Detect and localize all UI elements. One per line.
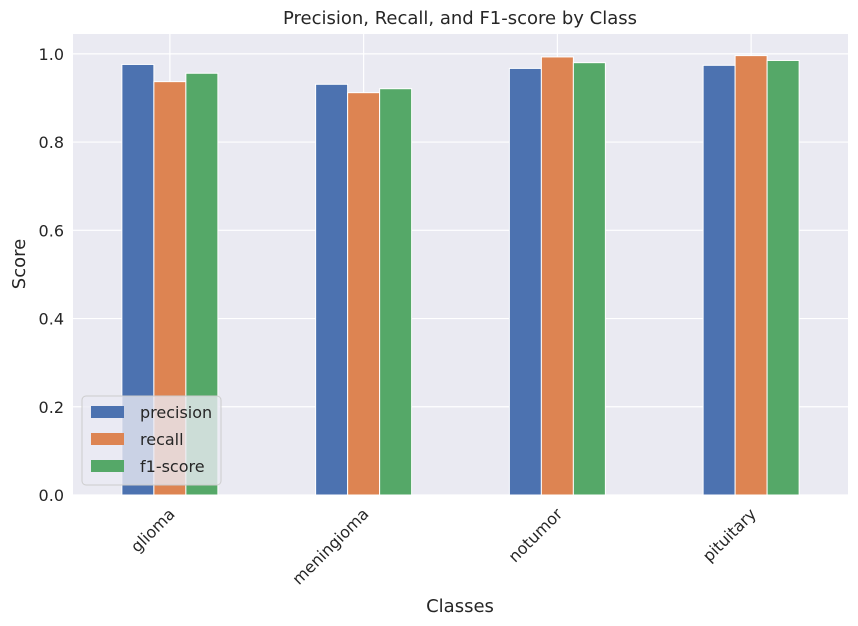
bar-precision-meningioma — [315, 83, 349, 496]
legend-swatch-recall — [91, 433, 124, 445]
bar-recall-pituitary — [734, 55, 768, 496]
y-tick-label: 1.0 — [39, 45, 64, 64]
bar-precision-notumor — [508, 67, 542, 496]
y-tick-label: 0.8 — [39, 133, 64, 152]
x-tick-label: glioma — [127, 504, 179, 556]
x-axis-ticks: glioma meningioma notumor pituitary — [127, 504, 760, 588]
legend: precision recall f1-score — [81, 395, 222, 486]
legend-label-precision: precision — [140, 403, 212, 422]
bar-f1-score-notumor — [572, 62, 606, 496]
legend-label-f1-score: f1-score — [140, 457, 205, 476]
bar-precision-pituitary — [702, 64, 736, 496]
bar-f1-score-meningioma — [379, 88, 413, 496]
bar-f1-score-pituitary — [766, 59, 800, 496]
chart-title: Precision, Recall, and F1-score by Class — [283, 8, 637, 29]
y-tick-label: 0.2 — [39, 398, 64, 417]
y-tick-label: 0.0 — [39, 486, 64, 505]
x-tick-label: pituitary — [699, 504, 760, 565]
x-tick-label: notumor — [504, 504, 566, 566]
x-axis-label: Classes — [426, 596, 494, 617]
legend-swatch-f1-score — [91, 460, 124, 472]
x-tick-label: meningioma — [288, 504, 372, 588]
legend-label-recall: recall — [140, 430, 184, 449]
y-tick-label: 0.4 — [39, 310, 64, 329]
bar-recall-notumor — [540, 56, 574, 496]
bar-recall-meningioma — [347, 92, 381, 496]
y-axis-ticks: 0.0 0.2 0.4 0.6 0.8 1.0 — [39, 45, 64, 505]
y-tick-label: 0.6 — [39, 221, 64, 240]
y-axis-label: Score — [9, 239, 30, 289]
legend-swatch-precision — [91, 406, 124, 418]
